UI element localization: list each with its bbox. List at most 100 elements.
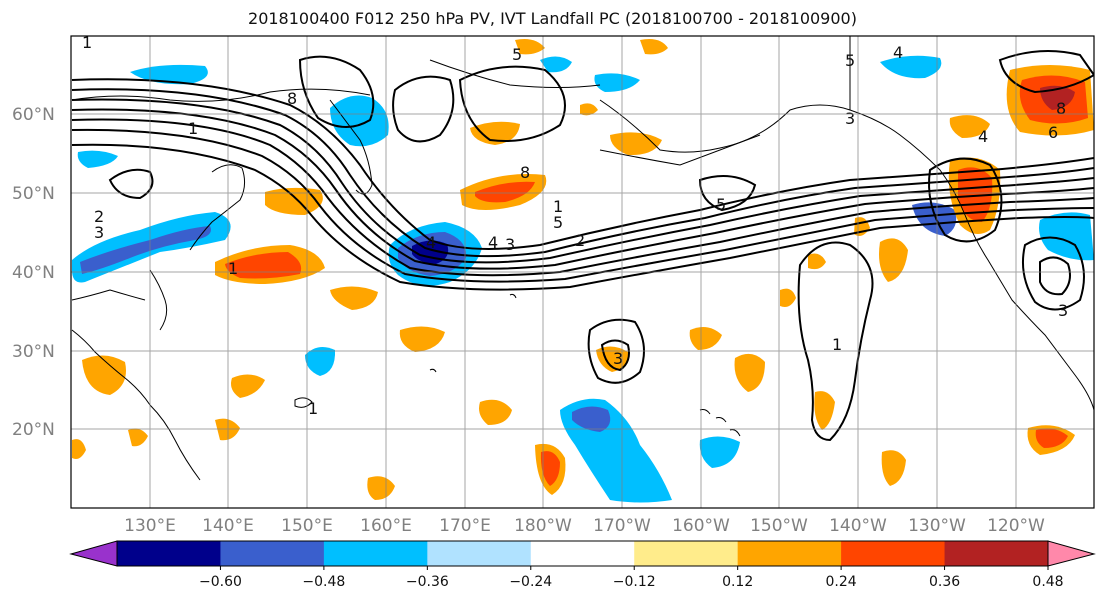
pv-shade-orange: [231, 374, 265, 398]
pv-contour: [600, 339, 630, 372]
colorbar-tick-label: −0.60: [199, 574, 242, 590]
pv-contour: [1039, 256, 1071, 296]
pv-contour: [587, 318, 645, 384]
longitude-labels: 130°E 140°E 150°E 160°E 170°E 180°W 170°…: [124, 516, 1045, 536]
coast-siberia: [71, 88, 371, 102]
contour-label: 5: [553, 213, 563, 232]
pv-shade-blue: [1039, 212, 1094, 261]
colorbar-tick-label: −0.24: [509, 574, 552, 590]
lat-label: 40°N: [12, 263, 55, 283]
lon-label: 150°W: [750, 516, 808, 536]
contour-label: 4: [488, 233, 498, 252]
map-frame: [70, 35, 1095, 509]
contour-label: 3: [613, 349, 623, 368]
contour-label: 3: [505, 235, 515, 254]
pv-contour: [928, 157, 1003, 243]
pv-shade-orange: [734, 353, 765, 392]
lon-label: 170°W: [593, 516, 651, 536]
colorbar-extend-high: [1047, 540, 1096, 567]
contour-label: 1: [308, 399, 318, 418]
pv-shade-orange: [515, 39, 545, 55]
coast-aleutians: [599, 134, 761, 166]
pv-shade-orange: [879, 238, 908, 282]
latitude-labels: 60°N 50°N 40°N 30°N 20°N: [12, 105, 55, 440]
gridlines: [71, 36, 1094, 508]
pv-contour: [71, 143, 1094, 291]
colorbar-tick-label: −0.12: [613, 574, 656, 590]
colorbar-segment: [841, 541, 946, 566]
colorbar-segment: [427, 541, 532, 566]
pv-shade-blue-core: [572, 406, 611, 432]
pv-contour: [797, 241, 874, 442]
pv-shade-orange: [610, 132, 662, 156]
colorbar-tick-label: −0.48: [302, 574, 345, 590]
coast-islands: [294, 293, 517, 408]
lat-label: 50°N: [12, 184, 55, 204]
contour-labels: 1 2 3 1 8 5 8 4 3 1 5 2 5 8 6 4 3: [82, 33, 1068, 418]
lon-label: 140°E: [202, 516, 254, 536]
lat-label: 60°N: [12, 105, 55, 125]
pv-shade-darkred: [1040, 85, 1075, 110]
contour-label: 4: [978, 127, 988, 146]
pv-shade-orange: [72, 439, 86, 459]
contour-label: 3: [94, 223, 104, 242]
contour-label: 8: [287, 89, 297, 108]
pv-shade-orange: [367, 476, 395, 500]
contour-label: 8: [520, 163, 530, 182]
contour-label: 2: [94, 207, 104, 226]
pv-contour: [698, 175, 757, 212]
coast-alaska: [599, 99, 966, 216]
colorbar-segment: [530, 541, 635, 566]
colorbar-segment: [323, 541, 428, 566]
pv-shade-orange: [82, 355, 126, 395]
colorbar-segment: [117, 541, 221, 566]
lon-label: 160°E: [360, 516, 412, 536]
colorbar-frame: [116, 540, 1049, 567]
contour-label: 1: [82, 33, 92, 52]
pv-shade-red: [1035, 428, 1068, 448]
lon-label: 180°W: [514, 516, 572, 536]
colorbar-segment: [737, 541, 842, 566]
pv-shade-orange: [399, 326, 445, 352]
pv-shade-orange: [780, 288, 796, 307]
colorbar-segment: [220, 541, 325, 566]
coast-asia: [71, 289, 201, 481]
pv-shade-orange: [470, 121, 520, 145]
pv-contours: [71, 50, 1094, 442]
pv-shade-red: [475, 181, 535, 203]
contour-label: 6: [1048, 123, 1058, 142]
lon-label: 130°W: [908, 516, 966, 536]
lat-label: 30°N: [12, 342, 55, 362]
pv-contour: [1022, 236, 1085, 311]
pv-contour: [71, 128, 1094, 283]
coast-korea-japan: [149, 164, 246, 331]
colorbar-segment: [634, 541, 739, 566]
pv-contour: [298, 55, 375, 128]
pv-shade-orange: [265, 187, 323, 215]
pv-shade-orange: [808, 253, 826, 270]
contour-label: 8: [1056, 99, 1066, 118]
contour-label: 5: [845, 51, 855, 70]
pv-shade-orange: [881, 450, 906, 486]
lon-label: 140°W: [829, 516, 887, 536]
colorbar-tick-label: 0.36: [929, 574, 960, 590]
pv-shade-blue: [594, 73, 640, 92]
pv-shade-orange: [330, 286, 378, 310]
pv-contour: [998, 50, 1094, 94]
pv-contour: [392, 75, 455, 143]
coast-arctic: [429, 59, 601, 88]
contour-label: 5: [716, 195, 726, 214]
pv-shade-orange: [814, 391, 835, 430]
contour-label: 4: [426, 233, 436, 252]
pv-shade-orange: [479, 399, 512, 425]
contour-label: 1: [832, 335, 842, 354]
colorbar-tick-label: 0.12: [722, 574, 753, 590]
contour-label: 5: [512, 45, 522, 64]
colorbar-tick-label: −0.36: [406, 574, 449, 590]
map-title: 2018100400 F012 250 hPa PV, IVT Landfall…: [248, 9, 857, 28]
colorbar-tick-label: 0.48: [1032, 574, 1063, 590]
contour-label: 3: [845, 109, 855, 128]
pv-shade-orange: [689, 326, 722, 350]
